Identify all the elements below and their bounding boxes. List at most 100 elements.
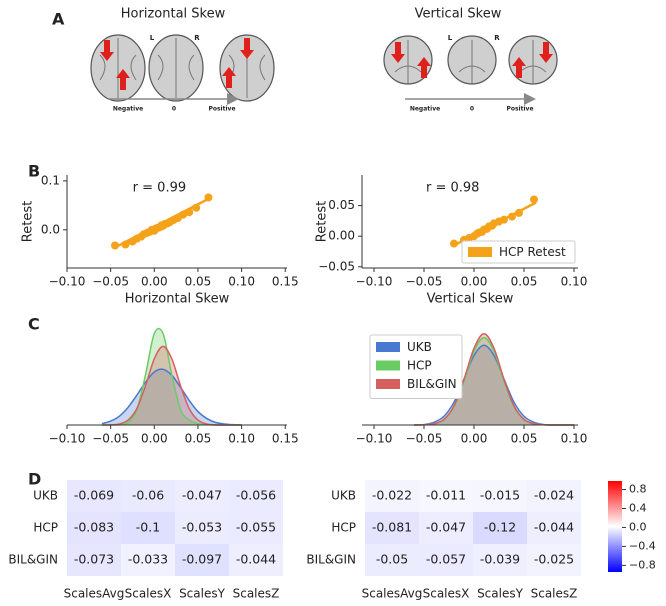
side-label: R: [194, 34, 200, 42]
cell-label: -0.056: [236, 488, 276, 503]
colorbar-tick-label: −0.8: [629, 558, 656, 571]
legend-swatch: [376, 379, 400, 389]
point: [111, 241, 120, 250]
colorbar-tick-label: −0.4: [629, 539, 656, 552]
heat-cell: [121, 544, 175, 576]
cell-label: -0.06: [132, 488, 164, 503]
y-tick-label: 0.1: [41, 173, 60, 187]
heat-cell: [473, 544, 527, 576]
column-label: ScalesZ: [233, 587, 280, 601]
legend-swatch: [468, 247, 492, 257]
point: [530, 195, 538, 204]
panel-title: Vertical Skew: [415, 7, 502, 22]
point: [508, 212, 516, 221]
heat-cell: [527, 512, 581, 544]
x-tick-label: 0.00: [141, 432, 168, 446]
side-label: L: [448, 34, 453, 42]
annotation: r = 0.99: [133, 181, 186, 196]
colorbar-tick-label: 0.8: [629, 483, 647, 496]
column-label: ScalesAvg: [362, 587, 423, 601]
heat-cell: [67, 480, 121, 512]
x-tick-label: 0.10: [228, 432, 255, 446]
column-label: ScalesX: [125, 587, 172, 601]
heat-cell: [419, 480, 473, 512]
legend-swatch: [376, 342, 400, 352]
cell-label: -0.039: [480, 552, 520, 567]
y-tick-label: 0.00: [328, 229, 355, 243]
column-label: ScalesY: [477, 587, 524, 601]
x-tick-label: −0.10: [356, 275, 393, 289]
x-tick-label: −0.10: [49, 432, 86, 446]
heat-cell: [67, 512, 121, 544]
x-tick-label: 0.10: [561, 432, 588, 446]
point: [204, 193, 213, 202]
column-label: ScalesZ: [531, 587, 578, 601]
heat-cell: [473, 512, 527, 544]
heat-cell: [365, 544, 419, 576]
cell-label: -0.025: [534, 552, 574, 567]
cell-label: -0.097: [182, 552, 222, 567]
x-tick-label: 0.15: [272, 432, 299, 446]
cell-label: -0.1: [136, 520, 160, 535]
legend-box: [461, 240, 576, 264]
colorbar: [608, 481, 622, 572]
cell-label: -0.047: [426, 520, 466, 535]
point: [192, 203, 201, 212]
column-label: ScalesAvg: [64, 587, 125, 601]
cell-label: -0.015: [480, 488, 520, 503]
x-tick-label: −0.05: [406, 275, 443, 289]
heat-cell: [175, 480, 229, 512]
row-label: UKB: [331, 489, 356, 503]
colorbar-tick-label: 0.4: [629, 501, 647, 514]
y-tick-label: −0.05: [318, 259, 355, 273]
x-tick-label: 0.00: [461, 432, 488, 446]
row-label: UKB: [33, 489, 58, 503]
heat-cell: [527, 544, 581, 576]
cell-label: -0.024: [534, 488, 574, 503]
row-label: HCP: [33, 521, 58, 535]
row-label: HCP: [331, 521, 356, 535]
column-label: ScalesY: [179, 587, 226, 601]
point: [515, 208, 523, 217]
heat-cell: [419, 512, 473, 544]
density-area: [101, 346, 242, 426]
x-axis-label: Horizontal Skew: [125, 292, 230, 307]
cell-label: -0.05: [376, 552, 408, 567]
y-tick-label: 0.05: [328, 198, 355, 212]
heat-cell: [121, 480, 175, 512]
heat-cell: [419, 544, 473, 576]
heat-cell: [365, 512, 419, 544]
heat-cell: [365, 480, 419, 512]
annotation: r = 0.98: [426, 181, 479, 196]
panel-label: C: [28, 315, 40, 334]
cell-label: -0.055: [236, 520, 276, 535]
column-label: ScalesX: [423, 587, 470, 601]
cell-label: -0.057: [426, 552, 466, 567]
heat-cell: [229, 512, 283, 544]
scale-label: Negative: [410, 106, 440, 113]
row-label: BIL&GIN: [8, 553, 58, 567]
x-tick-label: 0.10: [228, 275, 255, 289]
x-tick-label: 0.05: [511, 275, 538, 289]
cell-label: -0.069: [74, 488, 114, 503]
cell-label: -0.083: [74, 520, 114, 535]
heat-cell: [67, 544, 121, 576]
panel-label: B: [28, 162, 40, 181]
x-tick-label: −0.05: [406, 432, 443, 446]
x-tick-label: 0.05: [185, 432, 212, 446]
density-area: [414, 337, 574, 426]
density-area: [414, 333, 574, 426]
panel-label: A: [52, 10, 65, 29]
scale-label: 0: [470, 106, 474, 113]
legend-label: HCP Retest: [499, 245, 566, 259]
cell-label: -0.081: [372, 520, 412, 535]
heat-cell: [527, 480, 581, 512]
panel-label: D: [28, 470, 41, 489]
x-tick-label: −0.10: [356, 432, 393, 446]
x-tick-label: 0.05: [511, 432, 538, 446]
cell-label: -0.044: [534, 520, 574, 535]
scale-label: Positive: [208, 106, 235, 113]
x-tick-label: 0.05: [185, 275, 212, 289]
heat-cell: [121, 512, 175, 544]
